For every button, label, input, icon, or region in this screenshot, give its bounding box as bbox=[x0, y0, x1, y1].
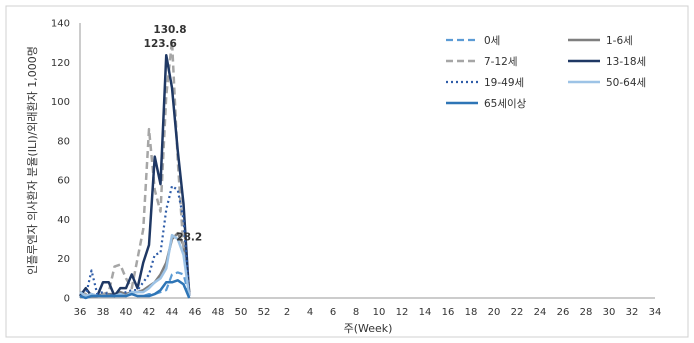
y-tick-label: 120 bbox=[51, 58, 70, 69]
x-tick-label: 52 bbox=[258, 307, 271, 318]
x-tick-label: 26 bbox=[557, 307, 570, 318]
x-tick-label: 24 bbox=[534, 307, 547, 318]
x-tick-label: 36 bbox=[74, 307, 87, 318]
x-tick-label: 50 bbox=[235, 307, 248, 318]
x-tick-label: 44 bbox=[166, 307, 179, 318]
x-tick-label: 40 bbox=[120, 307, 133, 318]
x-tick-label: 12 bbox=[396, 307, 409, 318]
y-tick-label: 140 bbox=[51, 19, 70, 30]
series-line bbox=[79, 39, 191, 298]
data-label: 123.6 bbox=[144, 38, 177, 50]
x-tick-label: 48 bbox=[212, 307, 225, 318]
y-tick-label: 60 bbox=[57, 176, 70, 187]
y-axis-title: 인플루엔자 의사환자 분율(ILI)/외래환자 1,000명 bbox=[26, 46, 39, 275]
data-label: 28.2 bbox=[176, 232, 202, 244]
x-tick-label: 28 bbox=[580, 307, 593, 318]
x-tick-label: 4 bbox=[307, 307, 313, 318]
legend-label: 65세이상 bbox=[484, 98, 527, 110]
x-tick-label: 46 bbox=[189, 307, 202, 318]
x-tick-label: 20 bbox=[488, 307, 501, 318]
legend-label: 13-18세 bbox=[606, 56, 646, 68]
chart-frame bbox=[5, 5, 689, 338]
data-label: 130.8 bbox=[153, 24, 186, 36]
legend-label: 50-64세 bbox=[606, 77, 646, 89]
x-tick-label: 2 bbox=[284, 307, 290, 318]
x-tick-label: 16 bbox=[442, 307, 455, 318]
x-tick-label: 32 bbox=[626, 307, 639, 318]
x-tick-label: 42 bbox=[143, 307, 156, 318]
x-tick-label: 38 bbox=[97, 307, 110, 318]
series-line bbox=[78, 53, 191, 298]
y-tick-label: 40 bbox=[57, 215, 70, 226]
series-line bbox=[80, 184, 191, 298]
x-tick-label: 30 bbox=[603, 307, 616, 318]
series-line bbox=[79, 231, 191, 298]
legend-label: 19-49세 bbox=[484, 77, 524, 89]
y-tick-label: 80 bbox=[57, 136, 70, 147]
y-tick-label: 100 bbox=[51, 97, 70, 108]
x-tick-label: 18 bbox=[465, 307, 478, 318]
x-tick-label: 10 bbox=[373, 307, 386, 318]
series-line bbox=[79, 233, 191, 298]
x-tick-label: 14 bbox=[419, 307, 432, 318]
x-tick-label: 8 bbox=[353, 307, 359, 318]
x-tick-label: 34 bbox=[649, 307, 662, 318]
y-tick-label: 0 bbox=[64, 294, 70, 305]
legend-label: 0세 bbox=[484, 35, 500, 47]
x-tick-label: 22 bbox=[511, 307, 524, 318]
x-axis-title: 주(Week) bbox=[344, 322, 393, 335]
legend-label: 1-6세 bbox=[606, 35, 633, 47]
y-tick-label: 20 bbox=[57, 254, 70, 265]
series-line bbox=[79, 279, 191, 300]
x-tick-label: 6 bbox=[330, 307, 336, 318]
legend-label: 7-12세 bbox=[484, 56, 518, 68]
